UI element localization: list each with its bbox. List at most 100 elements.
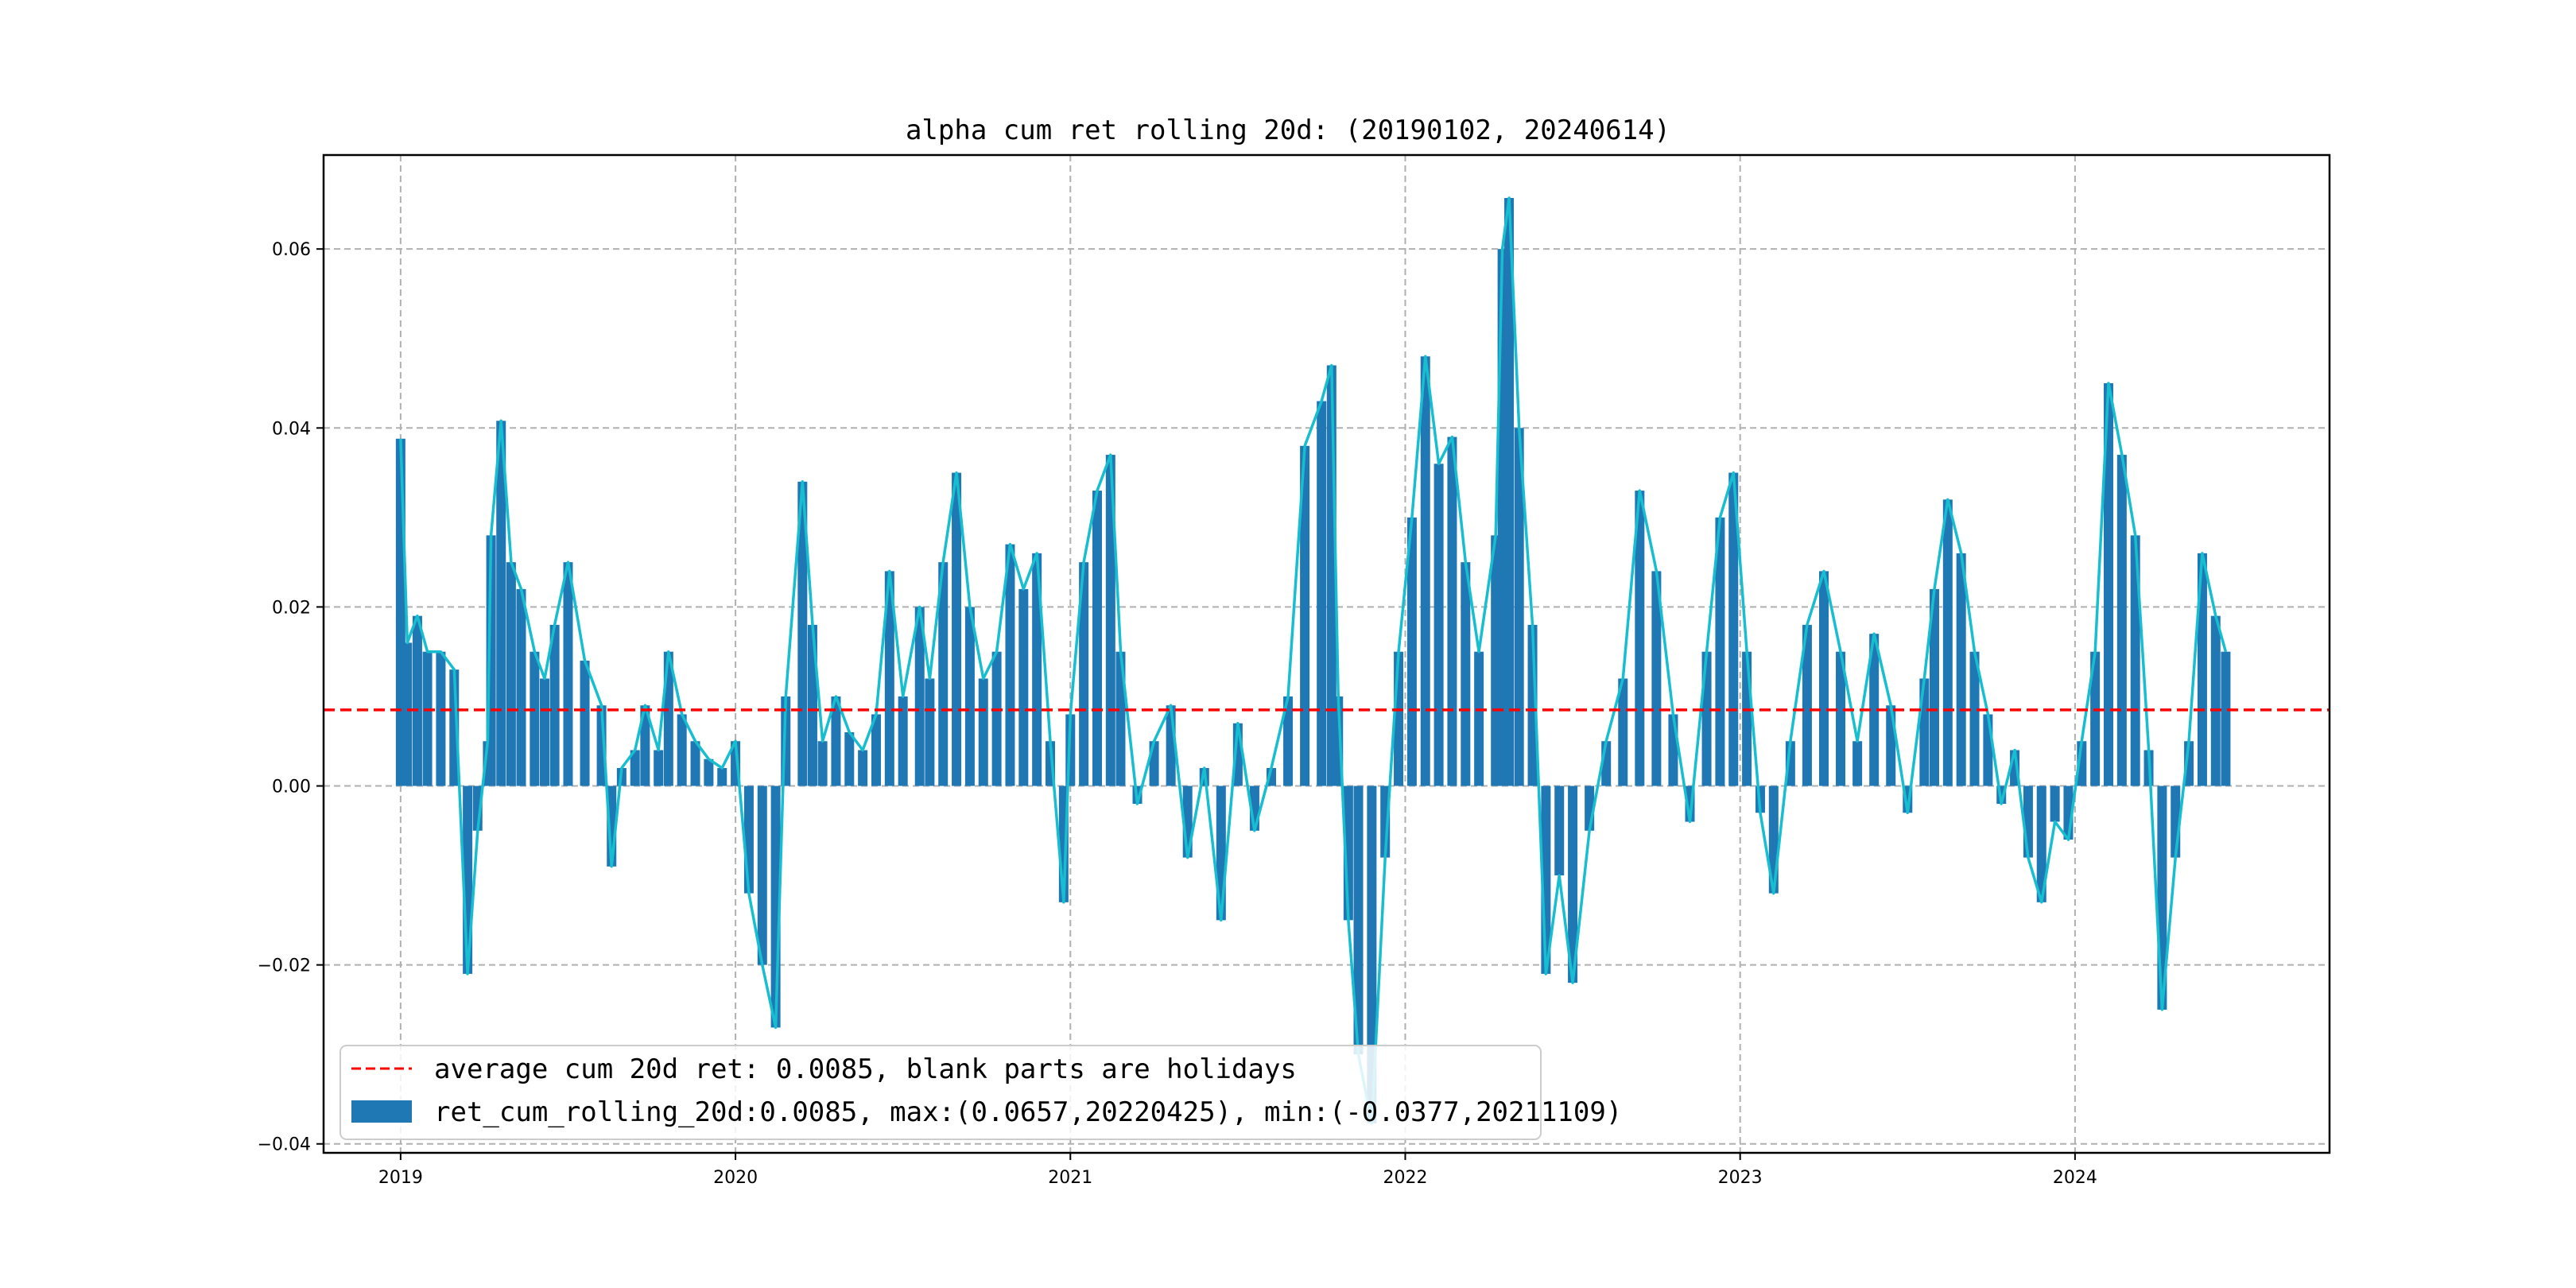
bar bbox=[914, 607, 925, 786]
bar bbox=[1568, 786, 1578, 983]
bar bbox=[1514, 428, 1524, 786]
bar bbox=[978, 678, 988, 786]
bar bbox=[964, 607, 975, 786]
x-tick-label: 2024 bbox=[2053, 1168, 2097, 1188]
y-tick-label: −0.04 bbox=[258, 1135, 311, 1155]
bar bbox=[871, 714, 881, 786]
y-tick-label: 0.04 bbox=[272, 419, 311, 439]
bar bbox=[1728, 472, 1739, 786]
bar bbox=[640, 705, 650, 786]
bar bbox=[1969, 651, 1980, 786]
bar bbox=[580, 660, 590, 786]
bar bbox=[858, 750, 868, 786]
bar bbox=[563, 562, 573, 786]
bar bbox=[1802, 624, 1812, 786]
bar bbox=[1018, 588, 1029, 786]
legend-series-label: ret_cum_rolling_20d:0.0085, max:(0.0657,… bbox=[434, 1096, 1622, 1128]
bar bbox=[1956, 553, 1966, 786]
x-tick-label: 2020 bbox=[713, 1168, 758, 1188]
bar bbox=[1715, 517, 1725, 786]
bar bbox=[1635, 491, 1645, 786]
x-tick-label: 2022 bbox=[1383, 1168, 1427, 1188]
bar bbox=[1420, 356, 1430, 786]
bar bbox=[1447, 436, 1457, 786]
bar bbox=[2221, 651, 2231, 786]
bar bbox=[1929, 588, 1939, 786]
bar bbox=[2130, 535, 2140, 786]
bar bbox=[1079, 562, 1089, 786]
bar bbox=[1032, 553, 1042, 786]
series-line bbox=[399, 196, 2228, 1125]
bar bbox=[539, 678, 549, 786]
bar bbox=[938, 562, 949, 786]
bar bbox=[412, 615, 422, 786]
bar bbox=[1852, 741, 1863, 786]
bar bbox=[704, 758, 714, 786]
bar bbox=[1742, 651, 1752, 786]
bar bbox=[2104, 383, 2114, 786]
bar bbox=[630, 750, 640, 786]
bar bbox=[1818, 571, 1829, 786]
bar bbox=[2050, 786, 2060, 822]
bar bbox=[831, 696, 841, 786]
bar bbox=[1554, 786, 1565, 876]
axis-ticks: 2019 2020 2021 2022 2023 2024 −0.04 −0.02 0.00 0.… bbox=[258, 240, 2097, 1188]
y-tick-label: 0.00 bbox=[272, 778, 311, 797]
bar bbox=[1869, 634, 1880, 786]
bar bbox=[1406, 517, 1417, 786]
x-tick-label: 2019 bbox=[378, 1168, 423, 1188]
bar bbox=[530, 651, 540, 786]
bar bbox=[1983, 714, 1993, 786]
legend-series-swatch bbox=[351, 1100, 412, 1123]
bar bbox=[1618, 678, 1628, 786]
y-tick-label: 0.06 bbox=[272, 240, 311, 260]
bar bbox=[1651, 571, 1662, 786]
bar bbox=[654, 750, 664, 786]
bar bbox=[422, 651, 433, 786]
bar bbox=[2090, 651, 2101, 786]
bar bbox=[1668, 714, 1678, 786]
bar bbox=[1092, 491, 1102, 786]
bar bbox=[884, 571, 894, 786]
x-tick-label: 2021 bbox=[1048, 1168, 1092, 1188]
y-tick-label: −0.02 bbox=[258, 956, 311, 976]
bar bbox=[2210, 615, 2221, 786]
x-tick-label: 2023 bbox=[1718, 1168, 1763, 1188]
bar bbox=[1317, 401, 1327, 786]
bar bbox=[2116, 455, 2127, 786]
bar bbox=[1005, 544, 1015, 786]
bar bbox=[1461, 562, 1471, 786]
bar bbox=[2197, 553, 2207, 786]
legend-average-label: average cum 20d ret: 0.0085, blank parts… bbox=[434, 1053, 1297, 1085]
bar bbox=[717, 768, 727, 786]
bar bbox=[844, 731, 855, 786]
bar bbox=[1149, 741, 1159, 786]
bar bbox=[757, 786, 767, 965]
line-series bbox=[399, 196, 2228, 1125]
bar bbox=[1353, 786, 1364, 1055]
bar bbox=[1474, 651, 1484, 786]
chart-title: alpha cum ret rolling 20d: (20190102, 20… bbox=[906, 114, 1670, 146]
bar bbox=[1433, 464, 1444, 786]
bar bbox=[898, 696, 908, 786]
bar bbox=[549, 624, 560, 786]
plot-frame bbox=[322, 153, 2331, 1154]
bar bbox=[1300, 445, 1310, 786]
bar bbox=[506, 562, 516, 786]
bar bbox=[2036, 786, 2046, 902]
bar bbox=[1283, 696, 1294, 786]
bar bbox=[817, 741, 828, 786]
bar bbox=[952, 472, 962, 786]
bar bbox=[690, 741, 700, 786]
bar bbox=[516, 588, 526, 786]
bar bbox=[1942, 499, 1953, 786]
bar bbox=[677, 714, 687, 786]
bar bbox=[1367, 786, 1377, 1123]
bar bbox=[1105, 455, 1115, 786]
bar bbox=[925, 678, 935, 786]
bar bbox=[496, 421, 506, 786]
bar bbox=[1504, 198, 1515, 786]
grid bbox=[324, 155, 2330, 1153]
legend-box bbox=[339, 1045, 1542, 1140]
